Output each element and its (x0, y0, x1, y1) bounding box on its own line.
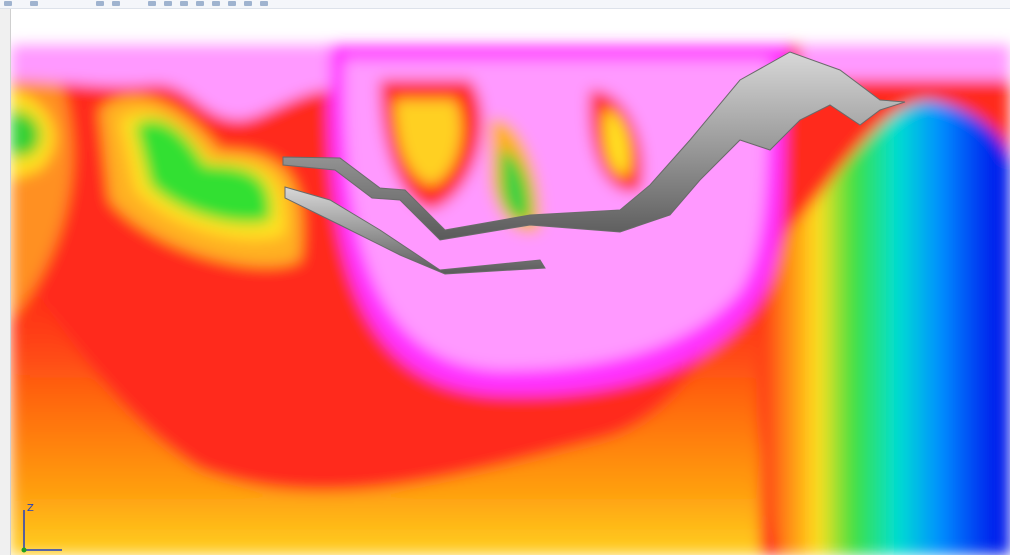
tool-button[interactable] (148, 1, 156, 6)
resistivity-section (11, 45, 1010, 555)
tool-button[interactable] (30, 1, 38, 6)
resistive-body (500, 150, 531, 221)
toolbar (0, 0, 1010, 9)
fault-surface[interactable] (284, 186, 546, 275)
left-blob (11, 110, 41, 158)
surface-layer (11, 45, 330, 120)
axis-origin (21, 547, 27, 553)
tool-button[interactable] (112, 1, 120, 6)
resistive-body (603, 110, 631, 176)
tool-button[interactable] (228, 1, 236, 6)
axis-label: Z (27, 503, 34, 514)
fault-surface[interactable] (282, 51, 906, 241)
side-panel (0, 9, 11, 555)
upper-blob (135, 119, 271, 224)
tool-button[interactable] (212, 1, 220, 6)
3d-viewport[interactable]: Z (11, 9, 1010, 555)
right-anomaly (757, 100, 1010, 555)
tool-button[interactable] (180, 1, 188, 6)
tool-button[interactable] (4, 1, 12, 6)
axis-triad: Z (21, 503, 62, 553)
tool-button[interactable] (260, 1, 268, 6)
lower-band (11, 250, 760, 555)
resistive-body (395, 100, 461, 185)
tool-button[interactable] (244, 1, 252, 6)
tool-button[interactable] (196, 1, 204, 6)
tool-button[interactable] (164, 1, 172, 6)
surface-layer (800, 45, 1010, 80)
tool-button[interactable] (96, 1, 104, 6)
fault-surfaces (282, 51, 906, 275)
